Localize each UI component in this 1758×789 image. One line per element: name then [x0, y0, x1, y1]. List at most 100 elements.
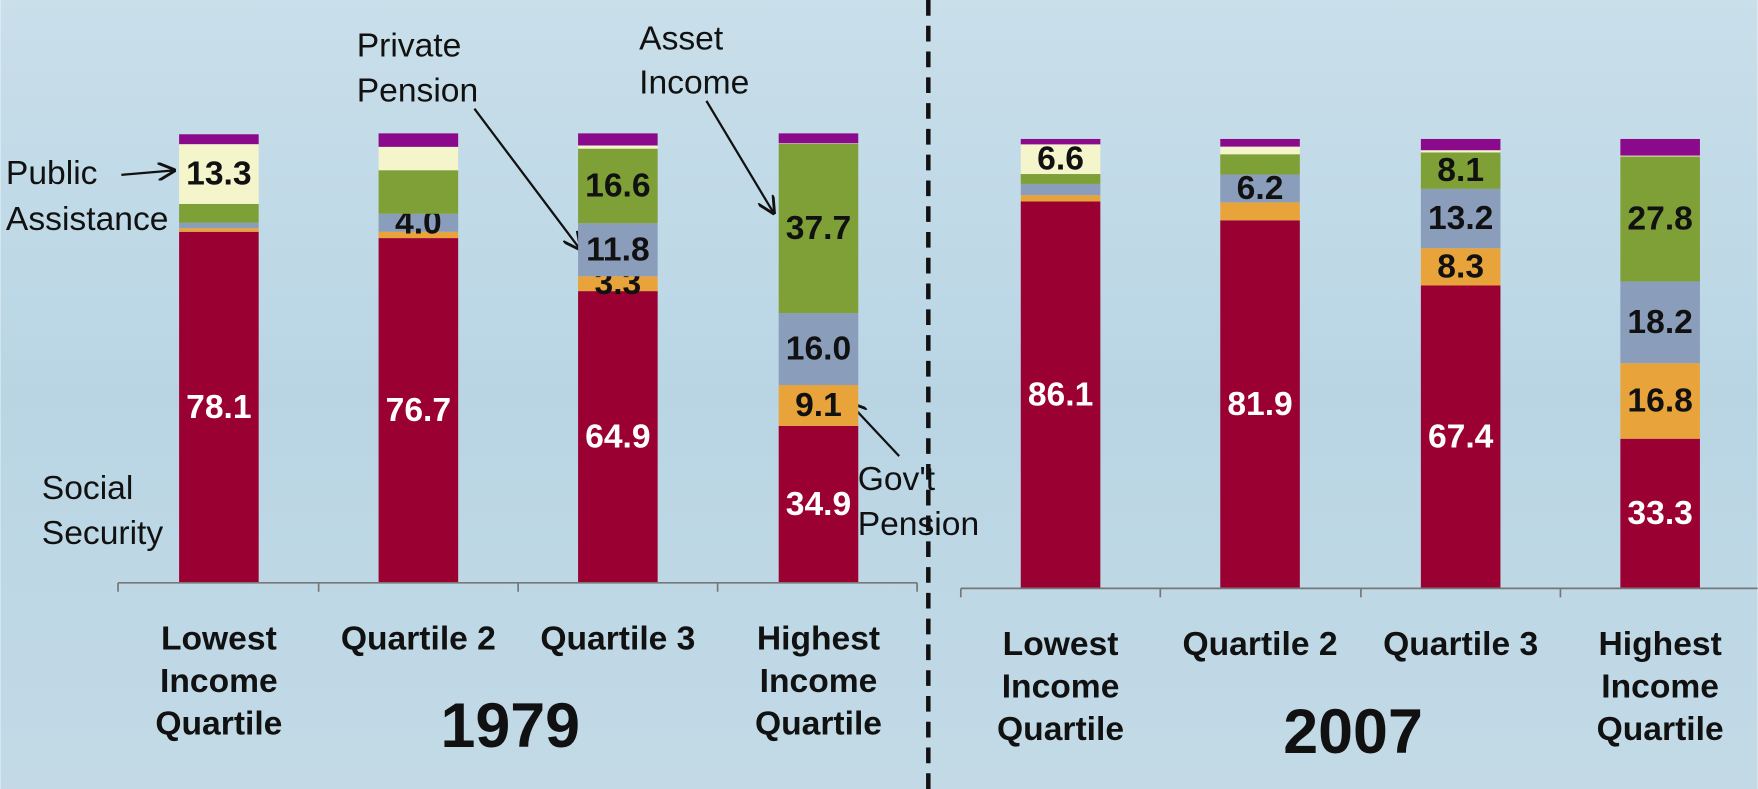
bar-segment [378, 213, 459, 232]
chart-title: 2007 [1283, 697, 1423, 767]
bar-segment [179, 134, 259, 145]
x-tick-label: Quartile 2 [1183, 626, 1338, 663]
annotation: Asset [639, 21, 724, 58]
bar-segment [179, 144, 259, 204]
bar-segment [1220, 174, 1300, 203]
bar-segment [578, 133, 658, 146]
x-tick-label: Quartile 3 [540, 620, 695, 657]
x-tick-label: Income [1002, 669, 1120, 706]
data-label: 86.1 [1028, 376, 1093, 413]
chart-title: 1979 [440, 691, 580, 761]
bar-segment [378, 170, 459, 214]
bar-segment [179, 222, 259, 229]
x-tick-label: Highest [757, 620, 880, 657]
annotation: Pension [357, 72, 478, 109]
bar-segment [1020, 195, 1101, 202]
x-tick-label: Lowest [161, 620, 277, 657]
bar-segment [1020, 174, 1101, 184]
bar-segment [1420, 152, 1501, 189]
data-label: 9.1 [795, 387, 842, 424]
annotation: Security [42, 515, 164, 552]
annotation: Public [6, 155, 98, 192]
bar-segment [378, 231, 459, 239]
bar-segment [1420, 188, 1501, 249]
arrow [121, 170, 174, 174]
bar-segment [778, 143, 859, 314]
bar-segment [1220, 138, 1300, 147]
data-label: 13.3 [186, 156, 251, 193]
bar-segment [578, 223, 658, 277]
bar-segment [1420, 285, 1501, 589]
annotation: Assistance [6, 201, 169, 238]
arrow [705, 100, 773, 213]
x-tick-label: Income [160, 663, 278, 700]
x-tick-label: Income [760, 663, 878, 700]
data-label: 34.9 [786, 486, 851, 523]
bar-segment [1220, 154, 1300, 175]
x-tick-label: Quartile [155, 705, 282, 742]
data-label: 27.8 [1627, 200, 1692, 237]
bar-segment [778, 385, 859, 426]
arrow [473, 108, 579, 249]
x-tick-label: Highest [1599, 626, 1722, 663]
data-label: 6.6 [1037, 141, 1084, 178]
data-label: 76.7 [386, 392, 451, 429]
bar-segment [1220, 220, 1300, 589]
bar-segment [578, 148, 658, 224]
bar-segment [1220, 202, 1300, 221]
x-tick-label: Quartile [997, 711, 1124, 748]
bar-segment [578, 276, 658, 292]
data-label: 11.8 [586, 231, 650, 268]
bar-segment [1620, 363, 1700, 439]
bar-segment [1620, 155, 1700, 157]
bar-segment [179, 231, 259, 583]
data-label: 16.8 [1627, 382, 1692, 419]
bar-segment [778, 313, 859, 386]
data-label: 6.2 [1237, 170, 1284, 207]
bar-segment [1620, 281, 1700, 364]
data-label: 18.2 [1627, 304, 1692, 341]
x-tick-label: Quartile 2 [341, 620, 496, 657]
bar-segment [179, 203, 259, 223]
data-label: 81.9 [1227, 386, 1292, 423]
bar-segment [1420, 248, 1501, 286]
annotation: Income [639, 64, 749, 101]
annotation: Private [357, 27, 462, 64]
data-label: 13.2 [1428, 200, 1493, 237]
data-label: 16.0 [786, 331, 851, 368]
bar-segment [1620, 438, 1700, 589]
x-tick-label: Lowest [1003, 626, 1119, 663]
x-tick-label: Quartile [755, 705, 882, 742]
data-label: 8.1 [1437, 152, 1484, 189]
x-tick-label: Quartile 3 [1383, 626, 1538, 663]
data-label: 33.3 [1627, 495, 1692, 532]
annotation: Gov't [858, 461, 936, 498]
bar-segment [1620, 156, 1700, 282]
data-label: 37.7 [786, 210, 851, 247]
bar-segment [179, 228, 259, 232]
bar-segment [1020, 201, 1101, 589]
bar-segment [1020, 138, 1101, 145]
data-label: 67.4 [1428, 418, 1494, 455]
x-tick-label: Quartile [1597, 711, 1724, 748]
x-tick-label: Income [1601, 669, 1719, 706]
annotation: Pension [858, 506, 979, 543]
bar-segment [1620, 138, 1700, 156]
bar-segment [378, 238, 459, 583]
bar-segment [1020, 183, 1101, 196]
bar-segment [578, 291, 658, 583]
bar-segment [1220, 146, 1300, 155]
data-label: 16.6 [585, 167, 650, 204]
bar-segment [578, 145, 658, 149]
bar-segment [1420, 150, 1501, 153]
data-label: 8.3 [1437, 248, 1484, 285]
data-label: 64.9 [585, 418, 650, 455]
bar-segment [778, 133, 859, 144]
annotation: Social [42, 470, 134, 507]
bar-segment [378, 133, 459, 147]
bar-segment [378, 146, 459, 171]
bar-segment [1420, 138, 1501, 151]
bar-segment [778, 425, 859, 583]
data-label: 78.1 [186, 389, 251, 426]
